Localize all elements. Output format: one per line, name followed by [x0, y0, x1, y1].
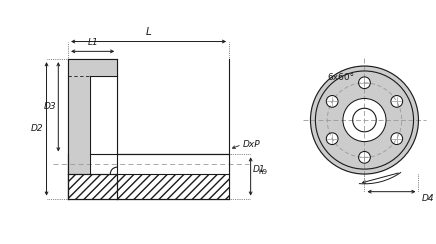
Polygon shape [68, 59, 117, 174]
Circle shape [358, 152, 370, 163]
Polygon shape [68, 154, 229, 199]
Text: D1: D1 [252, 165, 265, 174]
Text: D3: D3 [44, 102, 56, 111]
Polygon shape [117, 154, 229, 199]
Circle shape [326, 95, 338, 107]
Circle shape [391, 95, 403, 107]
Circle shape [310, 66, 419, 174]
Circle shape [391, 133, 403, 144]
Text: L1: L1 [87, 38, 98, 47]
Text: D2: D2 [31, 124, 44, 133]
Bar [68, 174, 229, 199]
Text: h9: h9 [259, 169, 268, 175]
Text: R1: R1 [117, 179, 154, 198]
Text: DxP: DxP [243, 140, 260, 149]
Circle shape [326, 133, 338, 144]
Text: D4: D4 [421, 194, 434, 203]
Circle shape [358, 77, 370, 89]
Text: 6x60°: 6x60° [327, 73, 354, 82]
Bar [68, 174, 117, 199]
Circle shape [353, 108, 376, 132]
Circle shape [343, 98, 386, 142]
Text: L: L [146, 27, 151, 37]
Polygon shape [90, 76, 117, 174]
